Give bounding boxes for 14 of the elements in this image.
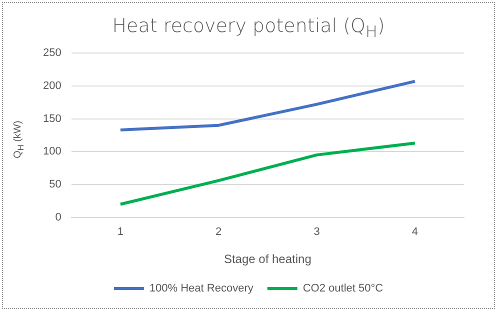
legend-label: CO2 outlet 50°C	[302, 282, 384, 295]
y-tick-label: 100	[42, 146, 62, 158]
x-tick-label: 2	[216, 226, 222, 238]
y-tick-label: 200	[42, 80, 62, 92]
y-tick-label: 50	[49, 178, 62, 191]
chart-title: Heat recovery potential (Q$_{H}$)	[111, 15, 386, 41]
x-tick-label: 4	[412, 226, 418, 238]
y-tick-label: 150	[42, 112, 62, 125]
legend-label: 100% Heat Recovery	[149, 282, 254, 295]
x-tick-label: 1	[117, 226, 124, 238]
x-axis-title: Stage of heating	[224, 252, 312, 266]
y-tick-label: 0	[55, 211, 62, 224]
x-tick-label: 3	[314, 226, 320, 238]
y-tick-label: 250	[42, 47, 62, 60]
